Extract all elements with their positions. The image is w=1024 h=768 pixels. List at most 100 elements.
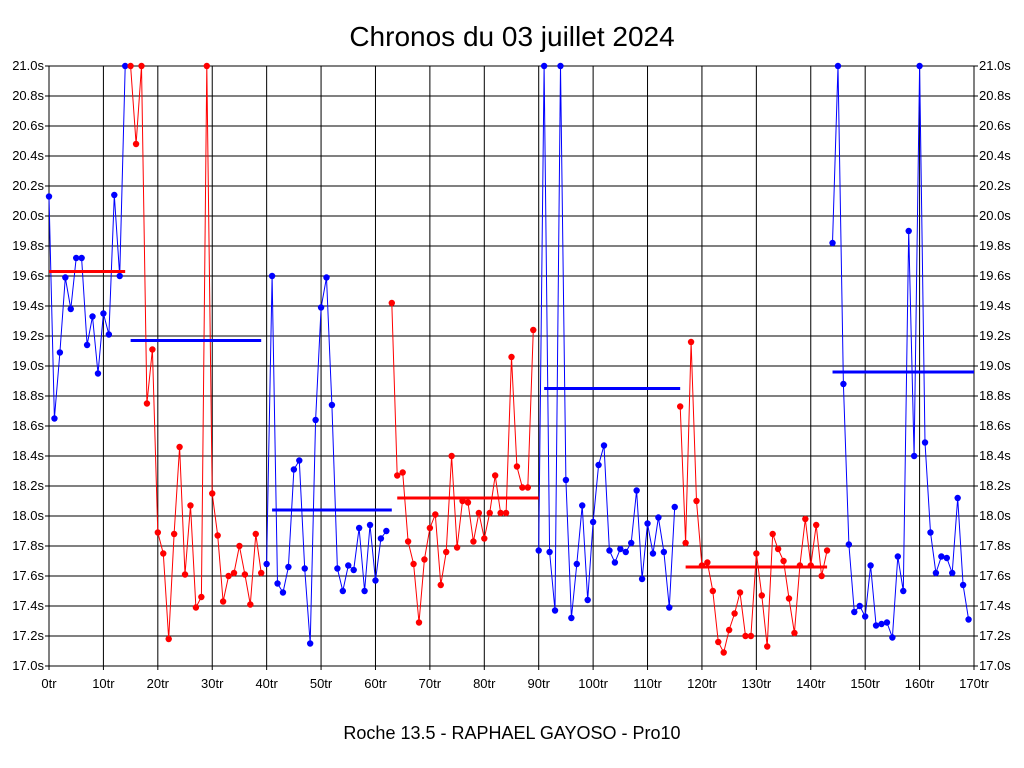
data-point <box>410 560 417 568</box>
data-point <box>736 589 744 596</box>
data-point <box>274 580 281 587</box>
y-tick-label: 18.2s <box>979 478 1011 493</box>
data-point <box>954 494 961 502</box>
data-point <box>834 62 842 70</box>
data-point <box>535 547 542 554</box>
y-tick-label: 18.8s <box>979 388 1011 403</box>
series-line <box>832 65 970 638</box>
data-point <box>611 559 619 566</box>
data-point <box>595 461 602 469</box>
data-point <box>687 338 695 346</box>
data-point <box>132 140 140 148</box>
chart-subtitle: Roche 13.5 - RAPHAEL GAYOSO - Pro10 <box>343 723 680 743</box>
y-tick-label: 17.4s <box>979 598 1011 613</box>
x-tick-label: 80tr <box>473 676 496 691</box>
data-point <box>764 643 771 650</box>
data-point <box>693 497 700 505</box>
y-tick-label: 20.4s <box>12 148 44 163</box>
data-point <box>638 575 646 583</box>
data-point <box>568 614 575 622</box>
series-layer <box>45 62 972 656</box>
data-point <box>921 439 929 446</box>
data-point <box>203 62 210 70</box>
data-point <box>170 530 178 538</box>
y-tick-label: 21.0s <box>12 58 44 73</box>
data-point <box>715 638 722 646</box>
x-tick-label: 50tr <box>310 676 333 691</box>
data-point <box>720 649 727 656</box>
data-point <box>530 326 537 334</box>
data-point <box>225 572 232 580</box>
series-segment-1 <box>45 62 129 422</box>
y-tick-label: 21.0s <box>979 58 1011 73</box>
y-tick-label: 17.8s <box>12 538 44 553</box>
x-axis: 0tr 10tr 20tr 30tr 40tr 50tr 60tr 70tr 80tr 90tr 1… <box>41 666 989 691</box>
y-tick-label: 19.6s <box>979 268 1011 283</box>
data-point <box>497 509 504 517</box>
data-point <box>350 566 357 574</box>
data-point <box>209 490 216 497</box>
data-point <box>584 596 591 604</box>
y-tick-label: 19.2s <box>979 328 1011 343</box>
y-tick-label: 17.6s <box>12 568 44 583</box>
data-point <box>742 632 749 640</box>
y-tick-label: 20.0s <box>979 208 1011 223</box>
data-point <box>481 535 488 542</box>
data-point <box>905 227 912 235</box>
data-point <box>78 254 85 262</box>
y-tick-label: 18.0s <box>12 508 44 523</box>
y-tick-label: 19.8s <box>979 238 1011 253</box>
data-point <box>296 457 303 464</box>
series-segment-7 <box>829 62 972 641</box>
y-tick-label: 18.2s <box>12 478 44 493</box>
y-tick-label: 18.4s <box>979 448 1011 463</box>
data-point <box>704 559 711 566</box>
data-point <box>176 443 183 451</box>
data-point <box>753 550 760 557</box>
data-point <box>660 548 668 556</box>
average-lines <box>49 270 974 569</box>
data-point <box>187 502 194 509</box>
data-point <box>780 557 787 565</box>
data-point <box>334 565 341 572</box>
series-segment-2 <box>127 62 265 643</box>
x-tick-label: 40tr <box>255 676 278 691</box>
data-point <box>377 535 385 542</box>
y-tick-label: 20.6s <box>12 118 44 133</box>
data-point <box>589 518 597 526</box>
data-point <box>198 593 205 601</box>
data-point <box>312 416 319 424</box>
data-point <box>328 401 336 409</box>
data-point <box>323 274 330 281</box>
data-point <box>666 604 673 611</box>
data-point <box>67 305 74 313</box>
x-tick-label: 110tr <box>633 676 662 691</box>
data-point <box>840 380 847 388</box>
data-point <box>192 604 200 611</box>
data-point <box>464 499 472 506</box>
data-point <box>916 62 923 70</box>
data-point <box>279 589 287 596</box>
y-tick-label: 17.2s <box>12 628 44 643</box>
data-point <box>453 544 461 551</box>
data-point <box>388 299 395 307</box>
data-point <box>546 548 553 556</box>
y-tick-label: 19.2s <box>12 328 44 343</box>
data-point <box>932 569 940 577</box>
y-axis-right: 17.0s 17.2s 17.4s 17.6s 17.8s 18.0s 18.2s 18.4s… <box>974 58 1011 673</box>
y-tick-label: 19.4s <box>12 298 44 313</box>
data-point <box>383 527 390 535</box>
x-tick-label: 130tr <box>742 676 772 691</box>
series-line <box>538 65 676 619</box>
series-line <box>266 275 387 644</box>
data-point <box>475 509 483 517</box>
data-point <box>579 502 586 509</box>
y-tick-label: 18.4s <box>12 448 44 463</box>
series-segment-3 <box>263 272 390 647</box>
data-point <box>655 514 662 521</box>
data-point <box>606 547 613 554</box>
data-point <box>394 472 401 479</box>
data-point <box>448 452 455 460</box>
y-tick-label: 20.8s <box>12 88 44 103</box>
y-tick-label: 20.0s <box>12 208 44 223</box>
